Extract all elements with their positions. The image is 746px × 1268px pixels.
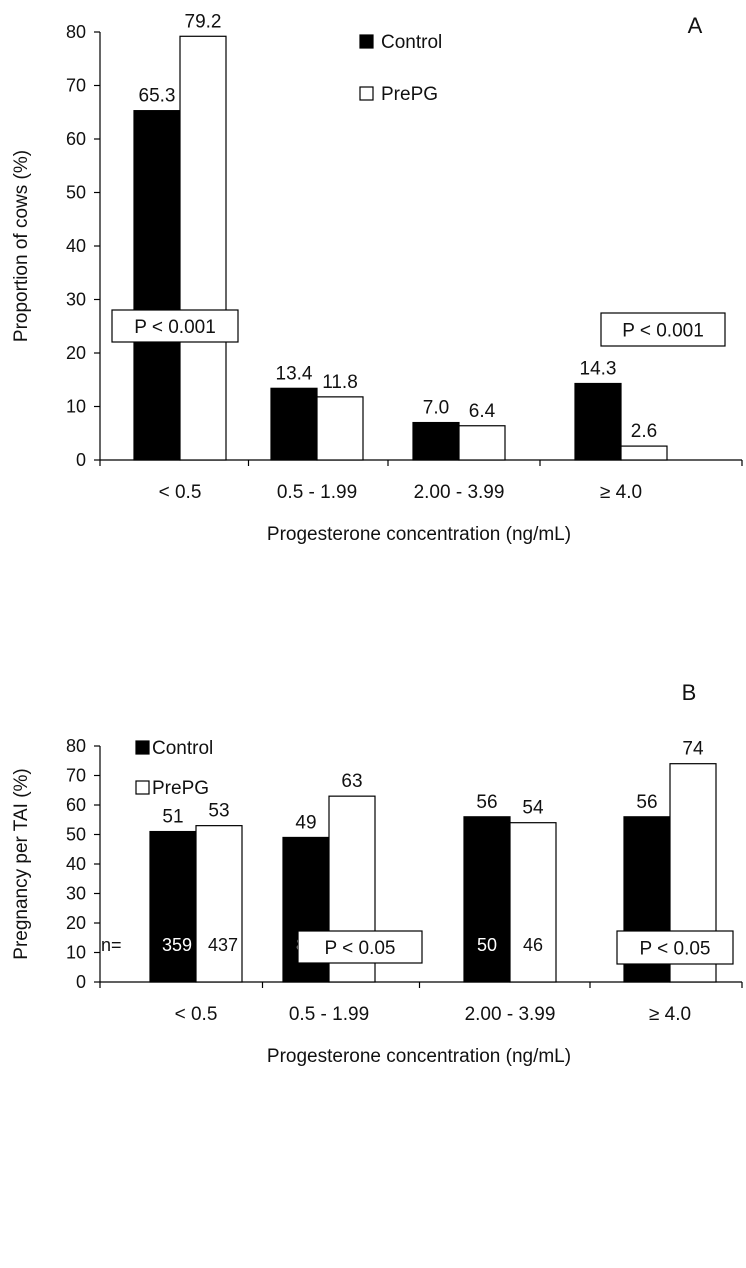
y-axis-title: Pregnancy per TAI (%) bbox=[11, 768, 32, 959]
x-tick-label: 0.5 - 1.99 bbox=[277, 482, 357, 503]
y-tick-label: 0 bbox=[76, 450, 86, 470]
y-tick-label: 60 bbox=[66, 795, 86, 815]
data-label: 63 bbox=[341, 771, 362, 792]
y-tick-label: 20 bbox=[66, 913, 86, 933]
data-label: 56 bbox=[636, 792, 657, 813]
p-value-box bbox=[297, 930, 423, 964]
data-label: 49 bbox=[295, 812, 316, 833]
y-tick-label: 80 bbox=[66, 736, 86, 756]
bar-prepg bbox=[620, 445, 668, 461]
bar-prepg bbox=[179, 35, 227, 461]
x-tick-label: < 0.5 bbox=[175, 1004, 218, 1025]
x-axis-title: Progesterone concentration (ng/mL) bbox=[267, 1046, 571, 1067]
p-value-annotation: P < 0.05 bbox=[325, 938, 396, 959]
bar-control bbox=[463, 816, 511, 983]
data-label: 7.0 bbox=[423, 398, 449, 419]
data-label: 13.4 bbox=[276, 363, 313, 384]
p-value-box bbox=[600, 312, 726, 347]
bar-prepg bbox=[509, 822, 557, 983]
y-tick-label: 0 bbox=[76, 972, 86, 992]
p-value-box bbox=[616, 930, 734, 965]
y-tick-label: 70 bbox=[66, 76, 86, 96]
legend-label: Control bbox=[381, 32, 442, 53]
data-label: 51 bbox=[162, 807, 183, 828]
y-tick-label: 10 bbox=[66, 943, 86, 963]
bar-prepg bbox=[316, 396, 364, 461]
x-tick-label: ≥ 4.0 bbox=[600, 482, 642, 503]
n-count-label: 359 bbox=[162, 935, 192, 955]
x-axis-title: Progesterone concentration (ng/mL) bbox=[267, 524, 571, 545]
legend-swatch-control bbox=[135, 740, 150, 755]
x-tick-label: ≥ 4.0 bbox=[649, 1004, 691, 1025]
y-tick-label: 10 bbox=[66, 397, 86, 417]
data-label: 54 bbox=[522, 798, 544, 819]
n-count-label: 437 bbox=[208, 935, 238, 955]
bar-prepg bbox=[458, 425, 506, 461]
legend-label: PrePG bbox=[381, 84, 438, 105]
bar-control bbox=[574, 382, 622, 461]
y-tick-label: 40 bbox=[66, 854, 86, 874]
y-tick-label: 60 bbox=[66, 129, 86, 149]
data-label: 11.8 bbox=[322, 372, 358, 393]
bar-control bbox=[270, 387, 318, 461]
bar-control bbox=[412, 421, 460, 461]
panel-label: A bbox=[688, 13, 703, 38]
legend-label: PrePG bbox=[152, 778, 209, 799]
data-label: 56 bbox=[476, 792, 497, 813]
n-count-label: 50 bbox=[477, 935, 497, 955]
y-tick-label: 50 bbox=[66, 825, 86, 845]
p-value-box bbox=[111, 309, 239, 343]
legend-label: Control bbox=[152, 738, 213, 759]
data-label: 14.3 bbox=[580, 358, 617, 379]
y-tick-label: 30 bbox=[66, 884, 86, 904]
bar-control bbox=[133, 110, 181, 461]
data-label: 74 bbox=[682, 739, 704, 760]
bar-prepg bbox=[195, 825, 243, 983]
y-axis-title: Proportion of cows (%) bbox=[11, 150, 32, 342]
y-tick-label: 20 bbox=[66, 343, 86, 363]
p-value-annotation: P < 0.001 bbox=[134, 317, 216, 338]
y-tick-label: 40 bbox=[66, 236, 86, 256]
n-count-label: 46 bbox=[523, 935, 543, 955]
data-label: 65.3 bbox=[139, 86, 176, 107]
data-label: 53 bbox=[208, 801, 229, 822]
x-tick-label: 2.00 - 3.99 bbox=[465, 1004, 556, 1025]
x-tick-label: < 0.5 bbox=[159, 482, 202, 503]
panel-label: B bbox=[682, 680, 697, 705]
data-label: 2.6 bbox=[631, 421, 657, 442]
legend-swatch-prepg bbox=[359, 86, 374, 101]
y-tick-label: 50 bbox=[66, 183, 86, 203]
legend-swatch-prepg bbox=[135, 780, 150, 795]
p-value-annotation: P < 0.001 bbox=[622, 321, 704, 342]
y-tick-label: 80 bbox=[66, 22, 86, 42]
data-label: 79.2 bbox=[185, 11, 222, 32]
bar-control bbox=[149, 830, 197, 983]
x-tick-label: 0.5 - 1.99 bbox=[289, 1004, 369, 1025]
x-tick-label: 2.00 - 3.99 bbox=[414, 482, 505, 503]
legend-swatch-control bbox=[359, 34, 374, 49]
y-tick-label: 70 bbox=[66, 766, 86, 786]
n-prefix: n= bbox=[101, 935, 122, 955]
p-value-annotation: P < 0.05 bbox=[640, 939, 711, 960]
y-tick-label: 30 bbox=[66, 290, 86, 310]
data-label: 6.4 bbox=[469, 401, 496, 422]
